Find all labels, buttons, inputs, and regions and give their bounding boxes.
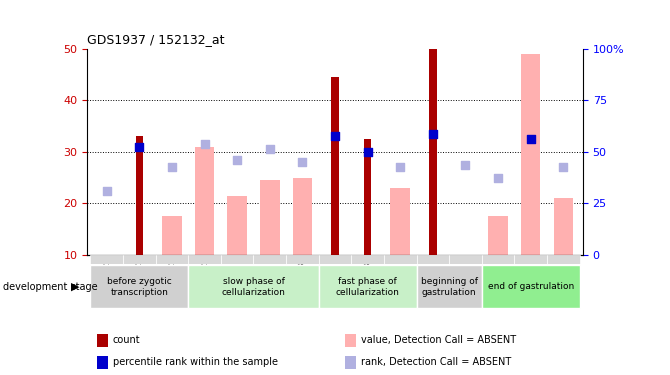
Bar <box>162 216 182 255</box>
Point <box>427 131 438 137</box>
Bar <box>97 356 108 369</box>
Text: value, Detection Call = ABSENT: value, Detection Call = ABSENT <box>360 335 516 345</box>
Bar <box>429 49 437 255</box>
Text: rank, Detection Call = ABSENT: rank, Detection Call = ABSENT <box>360 357 511 367</box>
Bar <box>90 265 188 309</box>
Point <box>167 164 178 170</box>
Point <box>265 146 275 152</box>
Bar <box>351 255 384 264</box>
Text: slow phase of
cellularization: slow phase of cellularization <box>222 277 285 297</box>
Bar <box>221 255 253 264</box>
Bar <box>123 255 155 264</box>
Bar <box>417 255 449 264</box>
Text: ▶: ▶ <box>70 282 79 292</box>
Bar <box>482 255 515 264</box>
Text: percentile rank within the sample: percentile rank within the sample <box>113 357 278 367</box>
Bar <box>391 188 410 255</box>
Bar <box>547 255 580 264</box>
Bar <box>260 180 279 255</box>
Point <box>525 136 536 142</box>
Bar <box>331 77 339 255</box>
Point <box>134 144 145 150</box>
Text: beginning of
gastrulation: beginning of gastrulation <box>421 277 478 297</box>
Bar <box>482 265 580 309</box>
Point <box>395 164 405 170</box>
Bar <box>553 198 573 255</box>
Point <box>558 164 569 170</box>
Bar <box>135 136 143 255</box>
Bar <box>188 265 319 309</box>
Bar <box>515 255 547 264</box>
Bar <box>253 255 286 264</box>
Bar <box>188 255 221 264</box>
Text: fast phase of
cellularization: fast phase of cellularization <box>336 277 399 297</box>
Bar <box>155 255 188 264</box>
Bar <box>384 255 417 264</box>
Point <box>101 188 112 194</box>
Text: count: count <box>113 335 141 345</box>
Bar <box>345 334 356 346</box>
Text: development stage: development stage <box>3 282 98 292</box>
Bar <box>90 255 123 264</box>
Bar <box>417 265 482 309</box>
Point <box>330 134 340 140</box>
Point <box>297 159 308 165</box>
Bar <box>364 139 371 255</box>
Bar <box>319 255 351 264</box>
Text: before zygotic
transcription: before zygotic transcription <box>107 277 172 297</box>
Bar <box>345 356 356 369</box>
Bar <box>488 216 508 255</box>
Point <box>492 175 503 181</box>
Bar <box>97 334 108 346</box>
Bar <box>195 147 214 255</box>
Point <box>460 162 471 168</box>
Point <box>362 149 373 155</box>
Bar <box>286 255 319 264</box>
Bar <box>449 255 482 264</box>
Bar <box>521 54 541 255</box>
Point <box>199 141 210 147</box>
Bar <box>293 178 312 255</box>
Text: end of gastrulation: end of gastrulation <box>488 282 574 291</box>
Point <box>232 157 243 163</box>
Text: GDS1937 / 152132_at: GDS1937 / 152132_at <box>87 33 224 46</box>
Bar <box>319 265 417 309</box>
Bar <box>227 196 247 255</box>
